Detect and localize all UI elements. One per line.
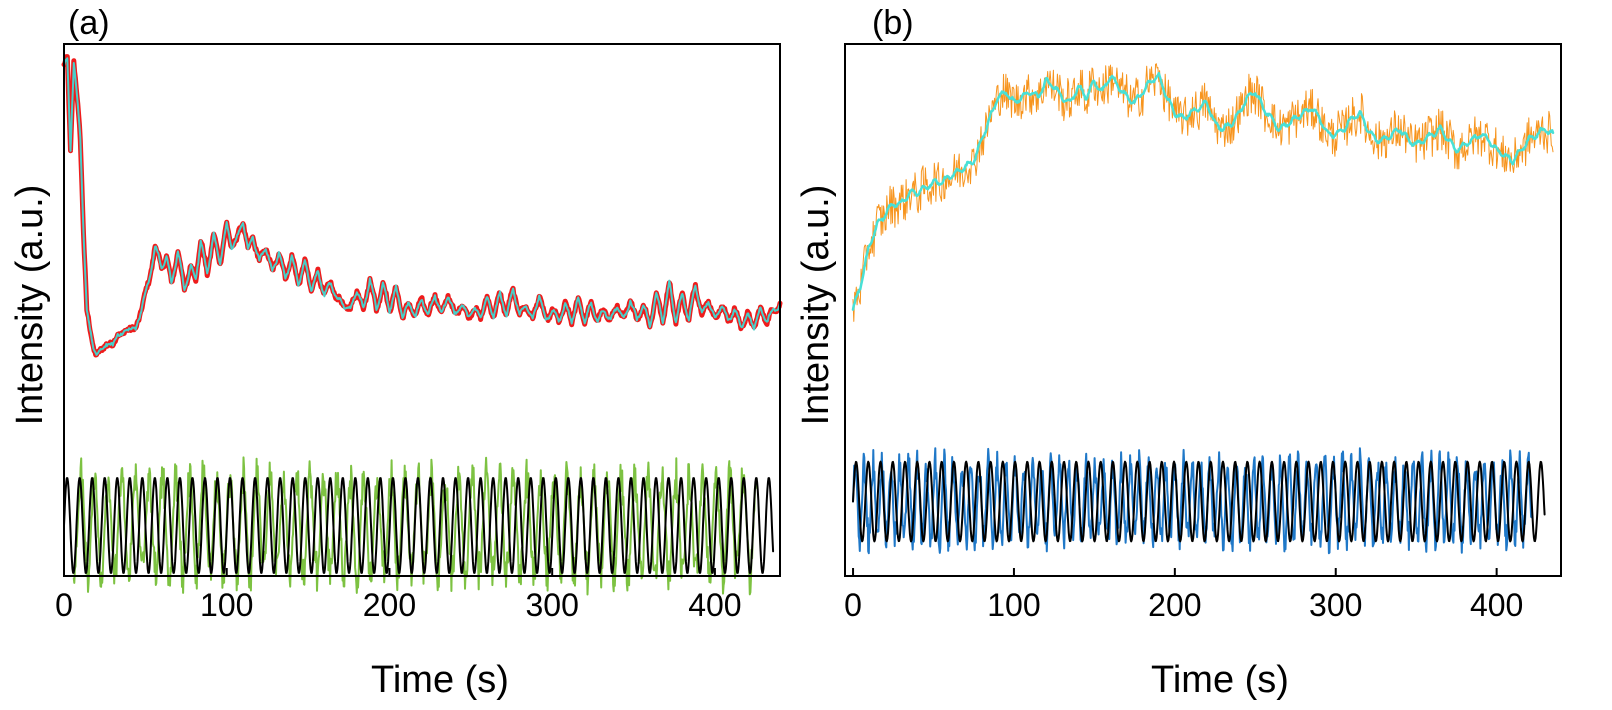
- series-b-0: [852, 63, 1554, 322]
- plot-frame-b: [844, 43, 1562, 577]
- series-b-3: [852, 460, 1546, 543]
- panel-b: (b) Intensity (a.u.) Time (s) 0 100 200 300…: [795, 4, 1562, 701]
- y-axis-title-b: Intensity (a.u.): [795, 185, 837, 426]
- x-tick-label: 0: [55, 587, 73, 623]
- x-tick-label: 0: [844, 587, 862, 623]
- x-tick-label: 200: [363, 587, 416, 623]
- x-axis-title-b: Time (s): [1151, 659, 1289, 701]
- x-tick-label: 100: [200, 587, 253, 623]
- x-ticks-b: 0 100 200 300 400: [844, 568, 1523, 623]
- panel-label-a: (a): [68, 4, 110, 42]
- y-axis-title-a: Intensity (a.u.): [9, 185, 51, 426]
- plot-frame-a: [63, 43, 781, 577]
- x-axis-title-a: Time (s): [371, 659, 509, 701]
- series-b-1: [851, 71, 1555, 311]
- x-tick-label: 300: [1309, 587, 1362, 623]
- series-b-2: [852, 447, 1533, 555]
- x-tick-label: 400: [688, 587, 741, 623]
- x-tick-label: 400: [1470, 587, 1523, 623]
- plot-area-b: [851, 63, 1555, 555]
- panel-label-b: (b): [872, 4, 914, 42]
- x-tick-label: 300: [525, 587, 578, 623]
- series-a-3: [63, 477, 775, 574]
- x-tick-label: 200: [1148, 587, 1201, 623]
- series-a-1: [63, 57, 781, 356]
- panel-a: (a) Intensity (a.u.) Time (s) 0 100 200 300…: [9, 4, 783, 701]
- x-ticks-a: 0 100 200 300 400: [55, 568, 742, 623]
- x-tick-label: 100: [987, 587, 1040, 623]
- plot-area-a: [61, 54, 783, 596]
